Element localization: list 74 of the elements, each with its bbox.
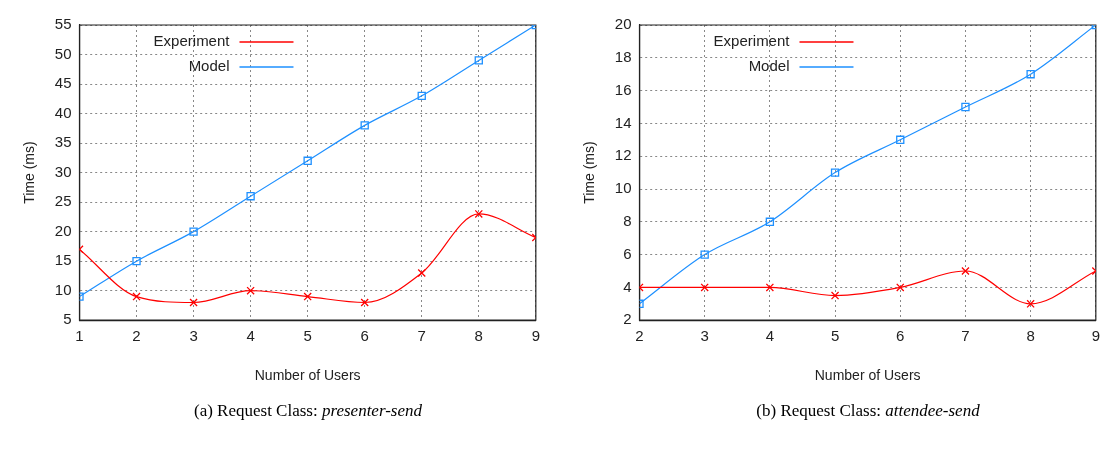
point (961, 102, 970, 112)
x-tick-label: 4 (246, 327, 255, 345)
point (896, 135, 905, 144)
x-tick-label: 3 (189, 327, 198, 345)
point (830, 168, 840, 177)
y-tick-label: 10 (54, 280, 72, 298)
point (417, 268, 426, 278)
x-tick-label: 6 (360, 327, 369, 345)
point (132, 292, 141, 301)
x-tick-label: 1 (75, 327, 84, 345)
y-tick-label: 5 (63, 310, 72, 328)
x-tick-label: 8 (1026, 327, 1035, 345)
point (246, 286, 255, 295)
text: (a) Request Class: presenter-send (193, 401, 422, 420)
x-tick-label: 7 (961, 327, 970, 345)
point (360, 298, 369, 307)
point (830, 291, 840, 300)
y-tick-label: 30 (54, 162, 72, 180)
y-tick-label: 50 (54, 44, 72, 62)
point (360, 121, 369, 130)
x-tick-label: 2 (132, 327, 141, 345)
y-tick-label: 20 (54, 221, 72, 239)
y-tick-label: 45 (54, 74, 72, 92)
point (189, 298, 198, 307)
x-tick-label: 4 (765, 327, 775, 345)
y-tick-label: 35 (54, 133, 72, 151)
y-tick-label: 2 (623, 310, 632, 328)
legend-label: Experiment (153, 32, 231, 50)
y-tick-label: 40 (54, 103, 72, 121)
point (896, 283, 905, 292)
y-tick-label: 55 (54, 15, 72, 33)
y-axis-title: Time (ms) (581, 141, 598, 204)
point (765, 217, 775, 226)
point (303, 292, 312, 301)
y-tick-label: 8 (623, 211, 632, 229)
x-axis-title: Number of Users (814, 367, 921, 384)
y-tick-label: 14 (614, 113, 632, 131)
x-axis-title: Number of Users (254, 367, 361, 384)
point (961, 266, 970, 276)
y-tick-label: 4 (623, 277, 632, 295)
text: (b) Request Class: attendee-send (756, 401, 980, 420)
point (474, 209, 483, 219)
point (700, 250, 709, 259)
point (417, 91, 426, 101)
x-tick-label: 5 (830, 327, 840, 345)
y-tick-label: 10 (614, 179, 632, 197)
y-tick-label: 15 (54, 251, 72, 269)
point (1026, 299, 1035, 308)
y-tick-label: 12 (614, 146, 632, 164)
x-tick-label: 5 (303, 327, 312, 345)
point (700, 283, 709, 292)
x-tick-label: 9 (531, 327, 540, 345)
point (303, 156, 312, 165)
x-tick-label: 6 (896, 327, 905, 345)
x-tick-label: 3 (700, 327, 709, 345)
x-tick-label: 8 (474, 327, 483, 345)
y-tick-label: 6 (623, 244, 632, 262)
x-tick-label: 2 (635, 327, 644, 345)
point (132, 256, 141, 266)
point (189, 227, 198, 236)
point (765, 283, 775, 292)
x-tick-label: 7 (417, 327, 426, 345)
y-tick-label: 20 (614, 15, 632, 33)
legend-label: Model (188, 57, 230, 75)
legend-label: Experiment (713, 32, 791, 50)
point (246, 192, 255, 201)
y-axis-title: Time (ms) (21, 141, 38, 204)
legend-label: Model (748, 57, 790, 75)
point (474, 56, 483, 65)
point (1026, 70, 1035, 79)
y-tick-label: 16 (614, 80, 632, 98)
y-tick-label: 18 (614, 47, 632, 65)
y-tick-label: 25 (54, 192, 72, 210)
x-tick-label: 9 (1091, 327, 1100, 345)
